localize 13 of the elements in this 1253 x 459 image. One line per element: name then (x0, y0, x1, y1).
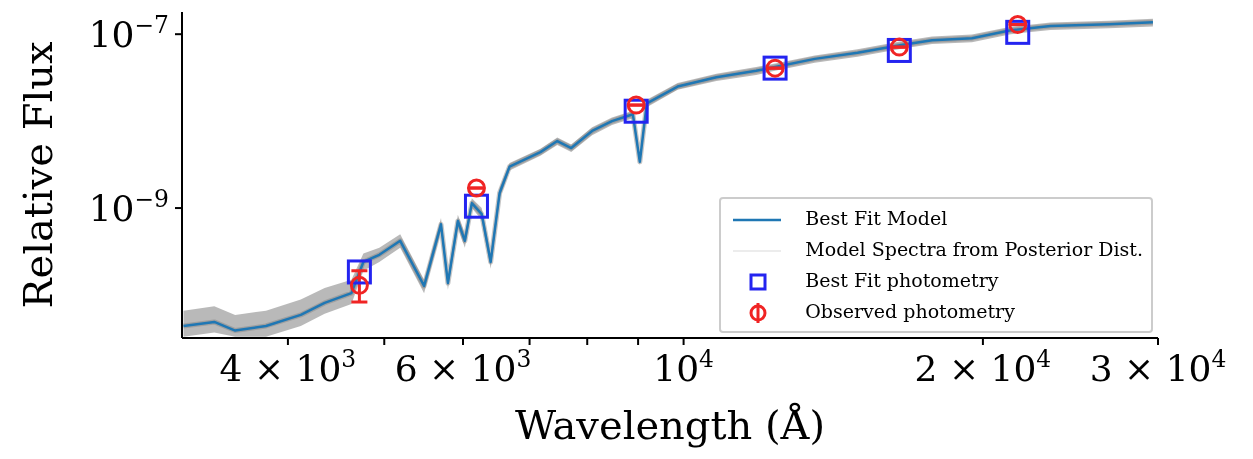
y-tick-label: 10$^{−9}$ (88, 185, 169, 230)
legend-label: Best Fit Model (805, 207, 948, 229)
legend-label: Best Fit photometry (805, 269, 999, 291)
x-tick-label: 6 × 10$^{3}$ (394, 345, 532, 389)
x-tick-label: 10$^{4}$ (653, 345, 714, 389)
legend-label: Observed photometry (805, 300, 1015, 322)
x-tick-label: 4 × 10$^{3}$ (219, 345, 357, 389)
y-axis-title: Relative Flux (15, 40, 61, 309)
x-tick-label: 3 × 10$^{4}$ (1089, 345, 1227, 389)
y-tick-label: 10$^{−7}$ (88, 11, 169, 56)
x-axis-title: Wavelength (Å) (514, 402, 826, 448)
x-tick-label: 2 × 10$^{4}$ (914, 345, 1052, 389)
legend-label: Model Spectra from Posterior Dist. (805, 238, 1143, 260)
